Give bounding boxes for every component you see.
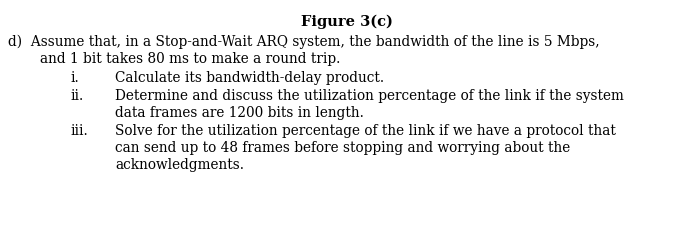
Text: acknowledgments.: acknowledgments. <box>115 158 244 171</box>
Text: Solve for the utilization percentage of the link if we have a protocol that: Solve for the utilization percentage of … <box>115 123 616 137</box>
Text: can send up to 48 frames before stopping and worrying about the: can send up to 48 frames before stopping… <box>115 140 571 154</box>
Text: iii.: iii. <box>70 123 88 137</box>
Text: Calculate its bandwidth-delay product.: Calculate its bandwidth-delay product. <box>115 71 384 85</box>
Text: data frames are 1200 bits in length.: data frames are 1200 bits in length. <box>115 106 364 119</box>
Text: i.: i. <box>70 71 79 85</box>
Text: Figure 3(c): Figure 3(c) <box>301 15 393 29</box>
Text: and 1 bit takes 80 ms to make a round trip.: and 1 bit takes 80 ms to make a round tr… <box>40 52 341 66</box>
Text: ii.: ii. <box>70 89 83 103</box>
Text: Determine and discuss the utilization percentage of the link if the system: Determine and discuss the utilization pe… <box>115 89 624 103</box>
Text: d)  Assume that, in a Stop-and-Wait ARQ system, the bandwidth of the line is 5 M: d) Assume that, in a Stop-and-Wait ARQ s… <box>8 35 600 49</box>
